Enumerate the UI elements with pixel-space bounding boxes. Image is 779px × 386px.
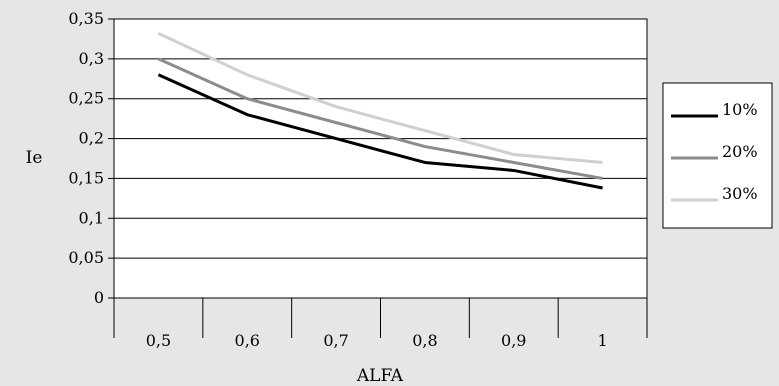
legend-label: 30% xyxy=(722,184,758,203)
x-tick-label: 0,8 xyxy=(412,331,437,350)
y-tick-label: 0,2 xyxy=(79,129,104,148)
legend: 10% 20% 30% xyxy=(662,82,773,229)
y-tick-label: 0,35 xyxy=(68,9,104,28)
tick-labels: 0 0,05 0,1 0,15 0,2 0,25 0,3 0,35 0,5 0,6 0,7 0,8 0,… xyxy=(68,9,607,350)
y-tick-label: 0,1 xyxy=(79,208,104,227)
y-tick-label: 0 xyxy=(94,288,104,307)
y-tick-label: 0,3 xyxy=(79,49,104,68)
axes xyxy=(108,18,648,338)
y-axis-title: Ie xyxy=(26,148,43,168)
legend-label: 10% xyxy=(722,100,758,119)
series-line-20% xyxy=(157,57,603,180)
series-line-10% xyxy=(157,73,603,190)
legend-box xyxy=(662,82,773,229)
x-tick-label: 0,7 xyxy=(323,331,348,350)
x-tick-label: 1 xyxy=(597,331,607,350)
y-tick-label: 0,05 xyxy=(68,248,104,267)
x-tick-label: 0,9 xyxy=(501,331,526,350)
x-axis-title: ALFA xyxy=(356,366,404,386)
y-tick-label: 0,25 xyxy=(68,89,104,108)
x-tick-label: 0,6 xyxy=(235,331,260,350)
series-lines xyxy=(157,31,603,190)
gridlines xyxy=(114,18,647,259)
x-tick-label: 0,5 xyxy=(146,331,171,350)
series-line-30% xyxy=(157,31,603,164)
y-tick-label: 0,15 xyxy=(68,168,104,187)
legend-label: 20% xyxy=(722,142,758,161)
